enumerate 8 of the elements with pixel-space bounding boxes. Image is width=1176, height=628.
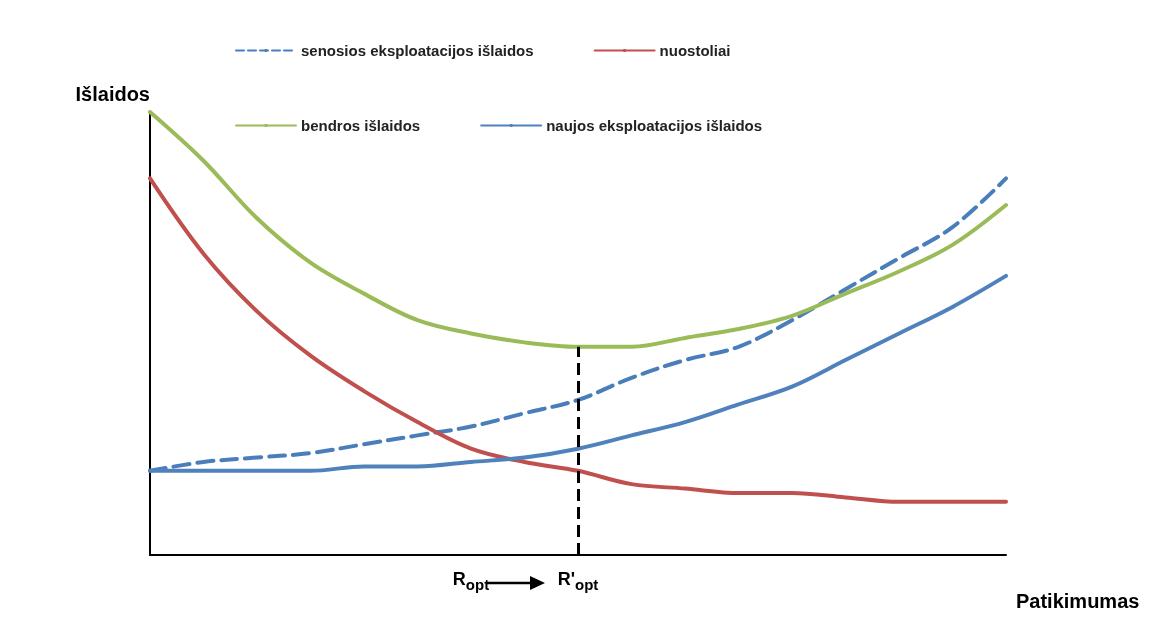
- legend-label: naujos eksploatacijos išlaidos: [546, 117, 763, 134]
- x-axis-title: Patikimumas: [1016, 590, 1140, 612]
- legend-label: nuostoliai: [659, 42, 731, 59]
- x-tick-label: R$_{opt}$: [452, 569, 490, 593]
- legend-label: senosios eksploatacijos išlaidos: [301, 42, 534, 59]
- x-tick-label: R'$_{opt}$: [557, 569, 599, 593]
- legend-label: bendros išlaidos: [301, 117, 421, 134]
- y-axis-title: Išlaidos: [75, 83, 150, 105]
